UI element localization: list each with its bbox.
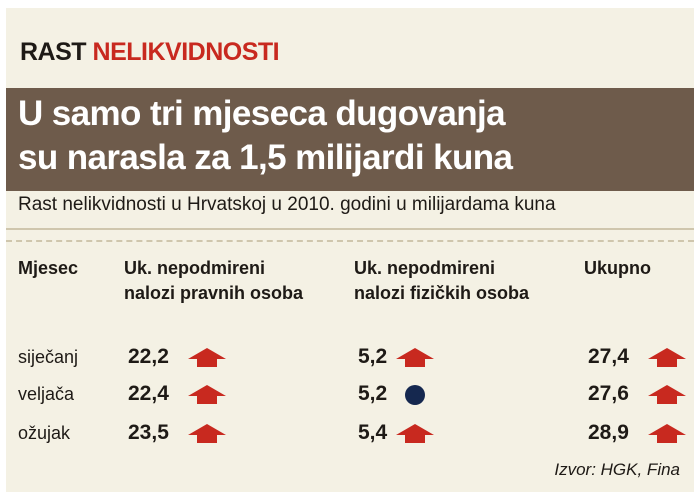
- month-label: ožujak: [18, 423, 71, 443]
- col-header-month: Mjesec: [18, 256, 78, 281]
- col-header-natural-line2: nalozi fizičkih osoba: [354, 283, 530, 303]
- table-subtitle: Rast nelikvidnosti u Hrvatskoj u 2010. g…: [18, 194, 556, 215]
- col-header-month-line1: Mjesec: [18, 258, 79, 278]
- col-header-total-line1: Ukupno: [584, 258, 651, 278]
- col-header-legal-line2: nalozi pravnih osoba: [124, 283, 304, 303]
- value-total: 27,4: [588, 345, 629, 368]
- headline: U samo tri mjeseca dugovanja su narasla …: [18, 92, 688, 180]
- divider: [6, 228, 694, 230]
- value-legal: 22,2: [128, 345, 169, 368]
- month-label: siječanj: [18, 347, 79, 367]
- arrow-up-icon: [648, 424, 686, 443]
- headline-line-1: U samo tri mjeseca dugovanja: [18, 94, 506, 133]
- headline-line-2: su narasla za 1,5 milijardi kuna: [18, 138, 513, 177]
- headline-banner: U samo tri mjeseca dugovanja su narasla …: [6, 88, 694, 191]
- kicker-nelikvidnosti: NELIKVIDNOSTI: [92, 38, 280, 66]
- arrow-up-icon: [396, 348, 434, 367]
- dot-icon: [405, 385, 425, 405]
- col-header-legal: Uk. nepodmireni nalozi pravnih osoba: [124, 256, 303, 306]
- kicker: RAST NELIKVIDNOSTI: [20, 38, 280, 67]
- value-legal: 22,4: [128, 382, 169, 405]
- value-total: 28,9: [588, 421, 629, 444]
- value-natural: 5,4: [358, 421, 388, 444]
- col-header-natural-line1: Uk. nepodmireni: [354, 258, 496, 278]
- value-natural: 5,2: [358, 382, 388, 405]
- value-legal: 23,5: [128, 421, 169, 444]
- col-header-total: Ukupno: [584, 256, 651, 281]
- arrow-up-icon: [648, 385, 686, 404]
- dashed-divider: [6, 240, 694, 242]
- arrow-up-icon: [396, 424, 434, 443]
- col-header-legal-line1: Uk. nepodmireni: [124, 258, 266, 278]
- arrow-up-icon: [188, 424, 226, 443]
- value-total: 27,6: [588, 382, 629, 405]
- arrow-up-icon: [188, 385, 226, 404]
- infographic-card: RAST NELIKVIDNOSTI U samo tri mjeseca du…: [6, 8, 694, 492]
- arrow-up-icon: [188, 348, 226, 367]
- month-label: veljača: [18, 384, 75, 404]
- arrow-up-icon: [648, 348, 686, 367]
- source-note: Izvor: HGK, Fina: [554, 460, 680, 479]
- value-natural: 5,2: [358, 345, 388, 368]
- kicker-rast: RAST: [20, 38, 87, 66]
- col-header-natural: Uk. nepodmireni nalozi fizičkih osoba: [354, 256, 529, 306]
